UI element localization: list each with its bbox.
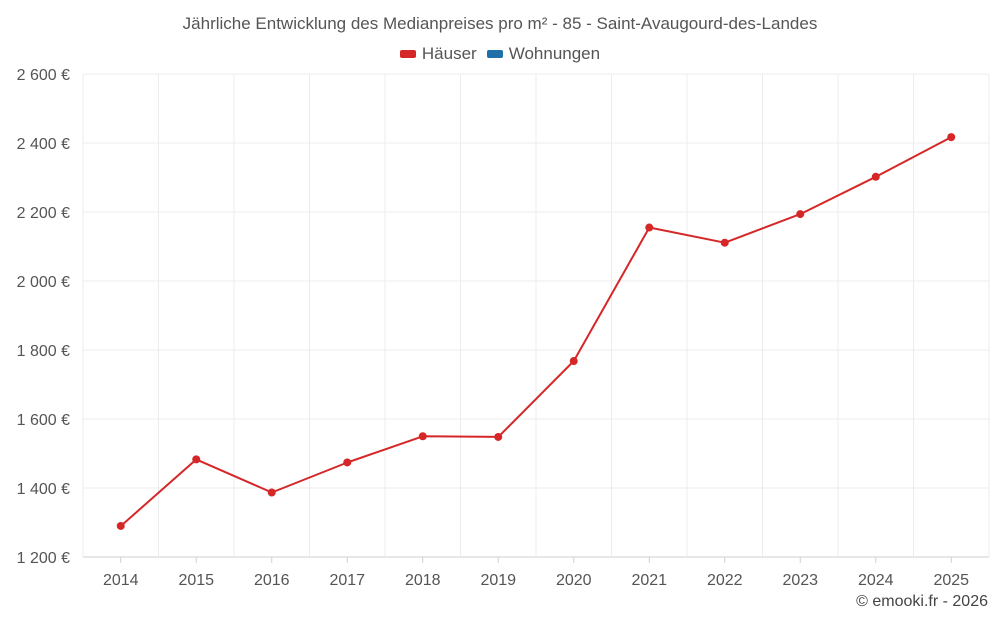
legend-label-houses: Häuser [421, 44, 477, 63]
y-tick-label: 1 200 € [17, 550, 70, 567]
y-tick-label: 2 400 € [17, 136, 70, 153]
data-point-2023 [796, 210, 805, 219]
x-tick-label: 2022 [707, 572, 743, 589]
data-point-2024 [871, 172, 880, 181]
x-tick-label: 2025 [933, 572, 969, 589]
y-tick-label: 2 000 € [17, 274, 70, 291]
data-point-2017 [343, 458, 352, 467]
x-tick-label: 2020 [556, 572, 592, 589]
x-tick-label: 2014 [103, 572, 139, 589]
legend-label-apartments: Wohnungen [508, 44, 601, 63]
legend-item-apartments[interactable]: Wohnungen [486, 44, 601, 64]
data-point-2020 [569, 357, 578, 366]
legend-item-houses[interactable]: Häuser [399, 44, 477, 64]
data-point-2021 [645, 223, 654, 232]
data-point-2025 [947, 133, 956, 142]
y-tick-label: 1 800 € [17, 343, 70, 360]
x-tick-label: 2024 [858, 572, 894, 589]
legend-swatch-apartments [486, 50, 503, 58]
x-tick-label: 2023 [782, 572, 818, 589]
chart-legend: Häuser Wohnungen [0, 44, 1000, 64]
y-tick-label: 2 200 € [17, 205, 70, 222]
data-point-2022 [720, 238, 729, 247]
y-tick-label: 1 600 € [17, 412, 70, 429]
y-tick-label: 2 600 € [17, 67, 70, 84]
x-tick-label: 2018 [405, 572, 441, 589]
data-point-2014 [116, 521, 125, 530]
data-point-2019 [494, 432, 503, 441]
data-point-2015 [192, 455, 201, 464]
series-line-houses [120, 136, 952, 527]
x-tick-label: 2019 [480, 572, 516, 589]
x-tick-label: 2015 [178, 572, 214, 589]
x-tick-label: 2017 [329, 572, 365, 589]
chart-title: Jährliche Entwicklung des Medianpreises … [182, 14, 818, 33]
x-tick-label: 2021 [631, 572, 667, 589]
data-point-2018 [418, 432, 427, 441]
y-tick-label: 1 400 € [17, 481, 70, 498]
data-point-2016 [267, 488, 276, 497]
copyright-credit: © emooki.fr - 2026 [856, 593, 988, 610]
x-tick-label: 2016 [254, 572, 290, 589]
legend-swatch-houses [399, 50, 416, 58]
